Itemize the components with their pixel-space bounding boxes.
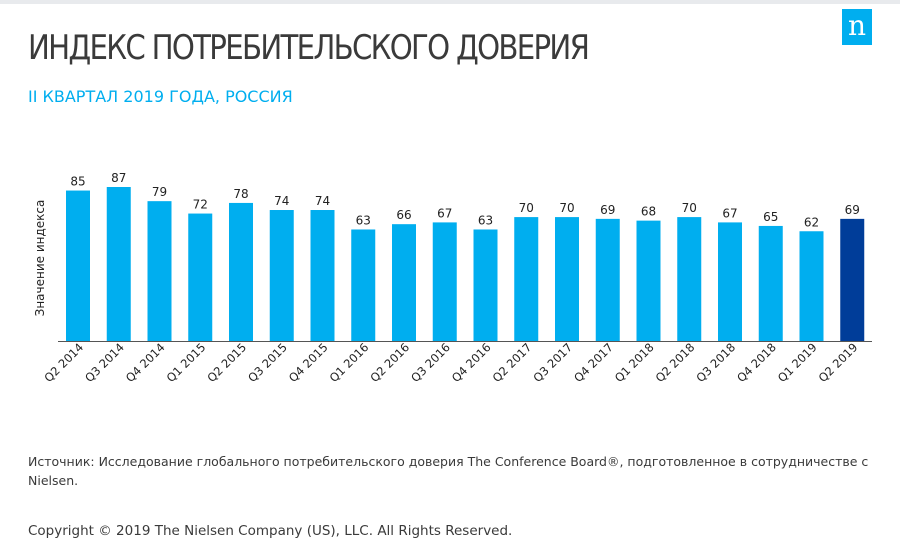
- x-tick-label: Q1 2018: [612, 340, 657, 385]
- value-label: 85: [70, 175, 85, 189]
- bar-q4-2018: [758, 225, 783, 341]
- bar-chart: Значение индекса 85 87 79 72 78 74 74 63 66 67 63 7…: [33, 171, 872, 385]
- value-label: 74: [315, 194, 330, 208]
- bar-q4-2015: [310, 210, 335, 341]
- x-tick-label: Q2 2019: [816, 340, 861, 385]
- value-label: 79: [152, 185, 167, 199]
- bar-q2-2014: [66, 190, 90, 341]
- value-label: 63: [478, 213, 493, 227]
- value-label: 67: [437, 206, 452, 220]
- x-tick-label: Q4 2016: [449, 340, 494, 385]
- value-label: 70: [559, 201, 574, 215]
- x-tick-label: Q4 2017: [571, 340, 616, 385]
- value-labels-group: 85 87 79 72 78 74 74 63 66 67 63 70 70 69 68 70 67 65 62 69: [70, 171, 860, 229]
- bar-q2-2018: [677, 217, 702, 341]
- bar-q1-2018: [636, 220, 661, 341]
- x-tick-label: Q3 2016: [408, 340, 453, 385]
- value-label: 78: [233, 187, 248, 201]
- bar-q1-2019: [799, 231, 824, 341]
- bar-q2-2015: [229, 202, 253, 341]
- chart-title: ИНДЕКС ПОТРЕБИТЕЛЬСКОГО ДОВЕРИЯ: [28, 28, 590, 68]
- x-tick-label: Q2 2016: [367, 340, 412, 385]
- x-tick-label: Q1 2016: [327, 340, 372, 385]
- bar-q3-2017: [555, 217, 579, 341]
- bar-q3-2016: [432, 222, 457, 341]
- nielsen-logo: n: [842, 9, 872, 45]
- bar-q2-2019: [840, 218, 865, 341]
- bar-q2-2016: [392, 224, 416, 341]
- bar-q4-2016: [473, 229, 498, 341]
- value-label: 65: [763, 210, 778, 224]
- value-label: 74: [274, 194, 289, 208]
- value-label: 62: [804, 215, 819, 229]
- bar-q4-2017: [595, 218, 620, 341]
- bar-q2-2017: [514, 217, 539, 341]
- x-tick-label: Q2 2015: [204, 340, 249, 385]
- bar-q3-2015: [269, 210, 294, 341]
- bar-q4-2014: [147, 201, 172, 341]
- value-label: 70: [519, 201, 534, 215]
- bars-group: [66, 187, 865, 341]
- top-divider: [0, 0, 900, 4]
- bar-q1-2015: [188, 213, 213, 341]
- value-label: 69: [845, 203, 860, 217]
- value-label: 72: [193, 198, 208, 212]
- value-label: 70: [682, 201, 697, 215]
- value-label: 66: [396, 208, 411, 222]
- copyright-text: Copyright © 2019 The Nielsen Company (US…: [28, 523, 513, 539]
- x-tick-label: Q3 2014: [82, 340, 127, 385]
- logo-letter: n: [847, 9, 867, 42]
- bar-q3-2014: [106, 187, 131, 341]
- x-tick-label: Q1 2015: [164, 340, 209, 385]
- chart-subtitle: II КВАРТАЛ 2019 ГОДА, РОССИЯ: [28, 87, 293, 106]
- value-label: 69: [600, 203, 615, 217]
- bar-q3-2018: [718, 222, 742, 341]
- x-tick-label: Q2 2017: [490, 340, 535, 385]
- value-label: 87: [111, 171, 126, 185]
- bar-q1-2016: [351, 229, 376, 341]
- x-tick-label: Q1 2019: [775, 340, 820, 385]
- x-tick-label: Q4 2018: [734, 340, 779, 385]
- x-tick-label: Q4 2014: [123, 340, 168, 385]
- y-axis-label: Значение индекса: [33, 200, 47, 317]
- source-note: Источник: Исследование глобального потре…: [28, 454, 869, 488]
- x-tick-label: Q3 2018: [693, 340, 738, 385]
- x-tick-label: Q3 2017: [530, 340, 575, 385]
- y-axis-label-group: Значение индекса: [33, 200, 47, 317]
- x-tick-label: Q3 2015: [245, 340, 290, 385]
- value-label: 68: [641, 205, 656, 219]
- x-tick-label: Q2 2018: [653, 340, 698, 385]
- value-label: 63: [356, 213, 371, 227]
- x-tick-label: Q4 2015: [286, 340, 331, 385]
- x-tick-label: Q2 2014: [41, 340, 86, 385]
- value-label: 67: [722, 206, 737, 220]
